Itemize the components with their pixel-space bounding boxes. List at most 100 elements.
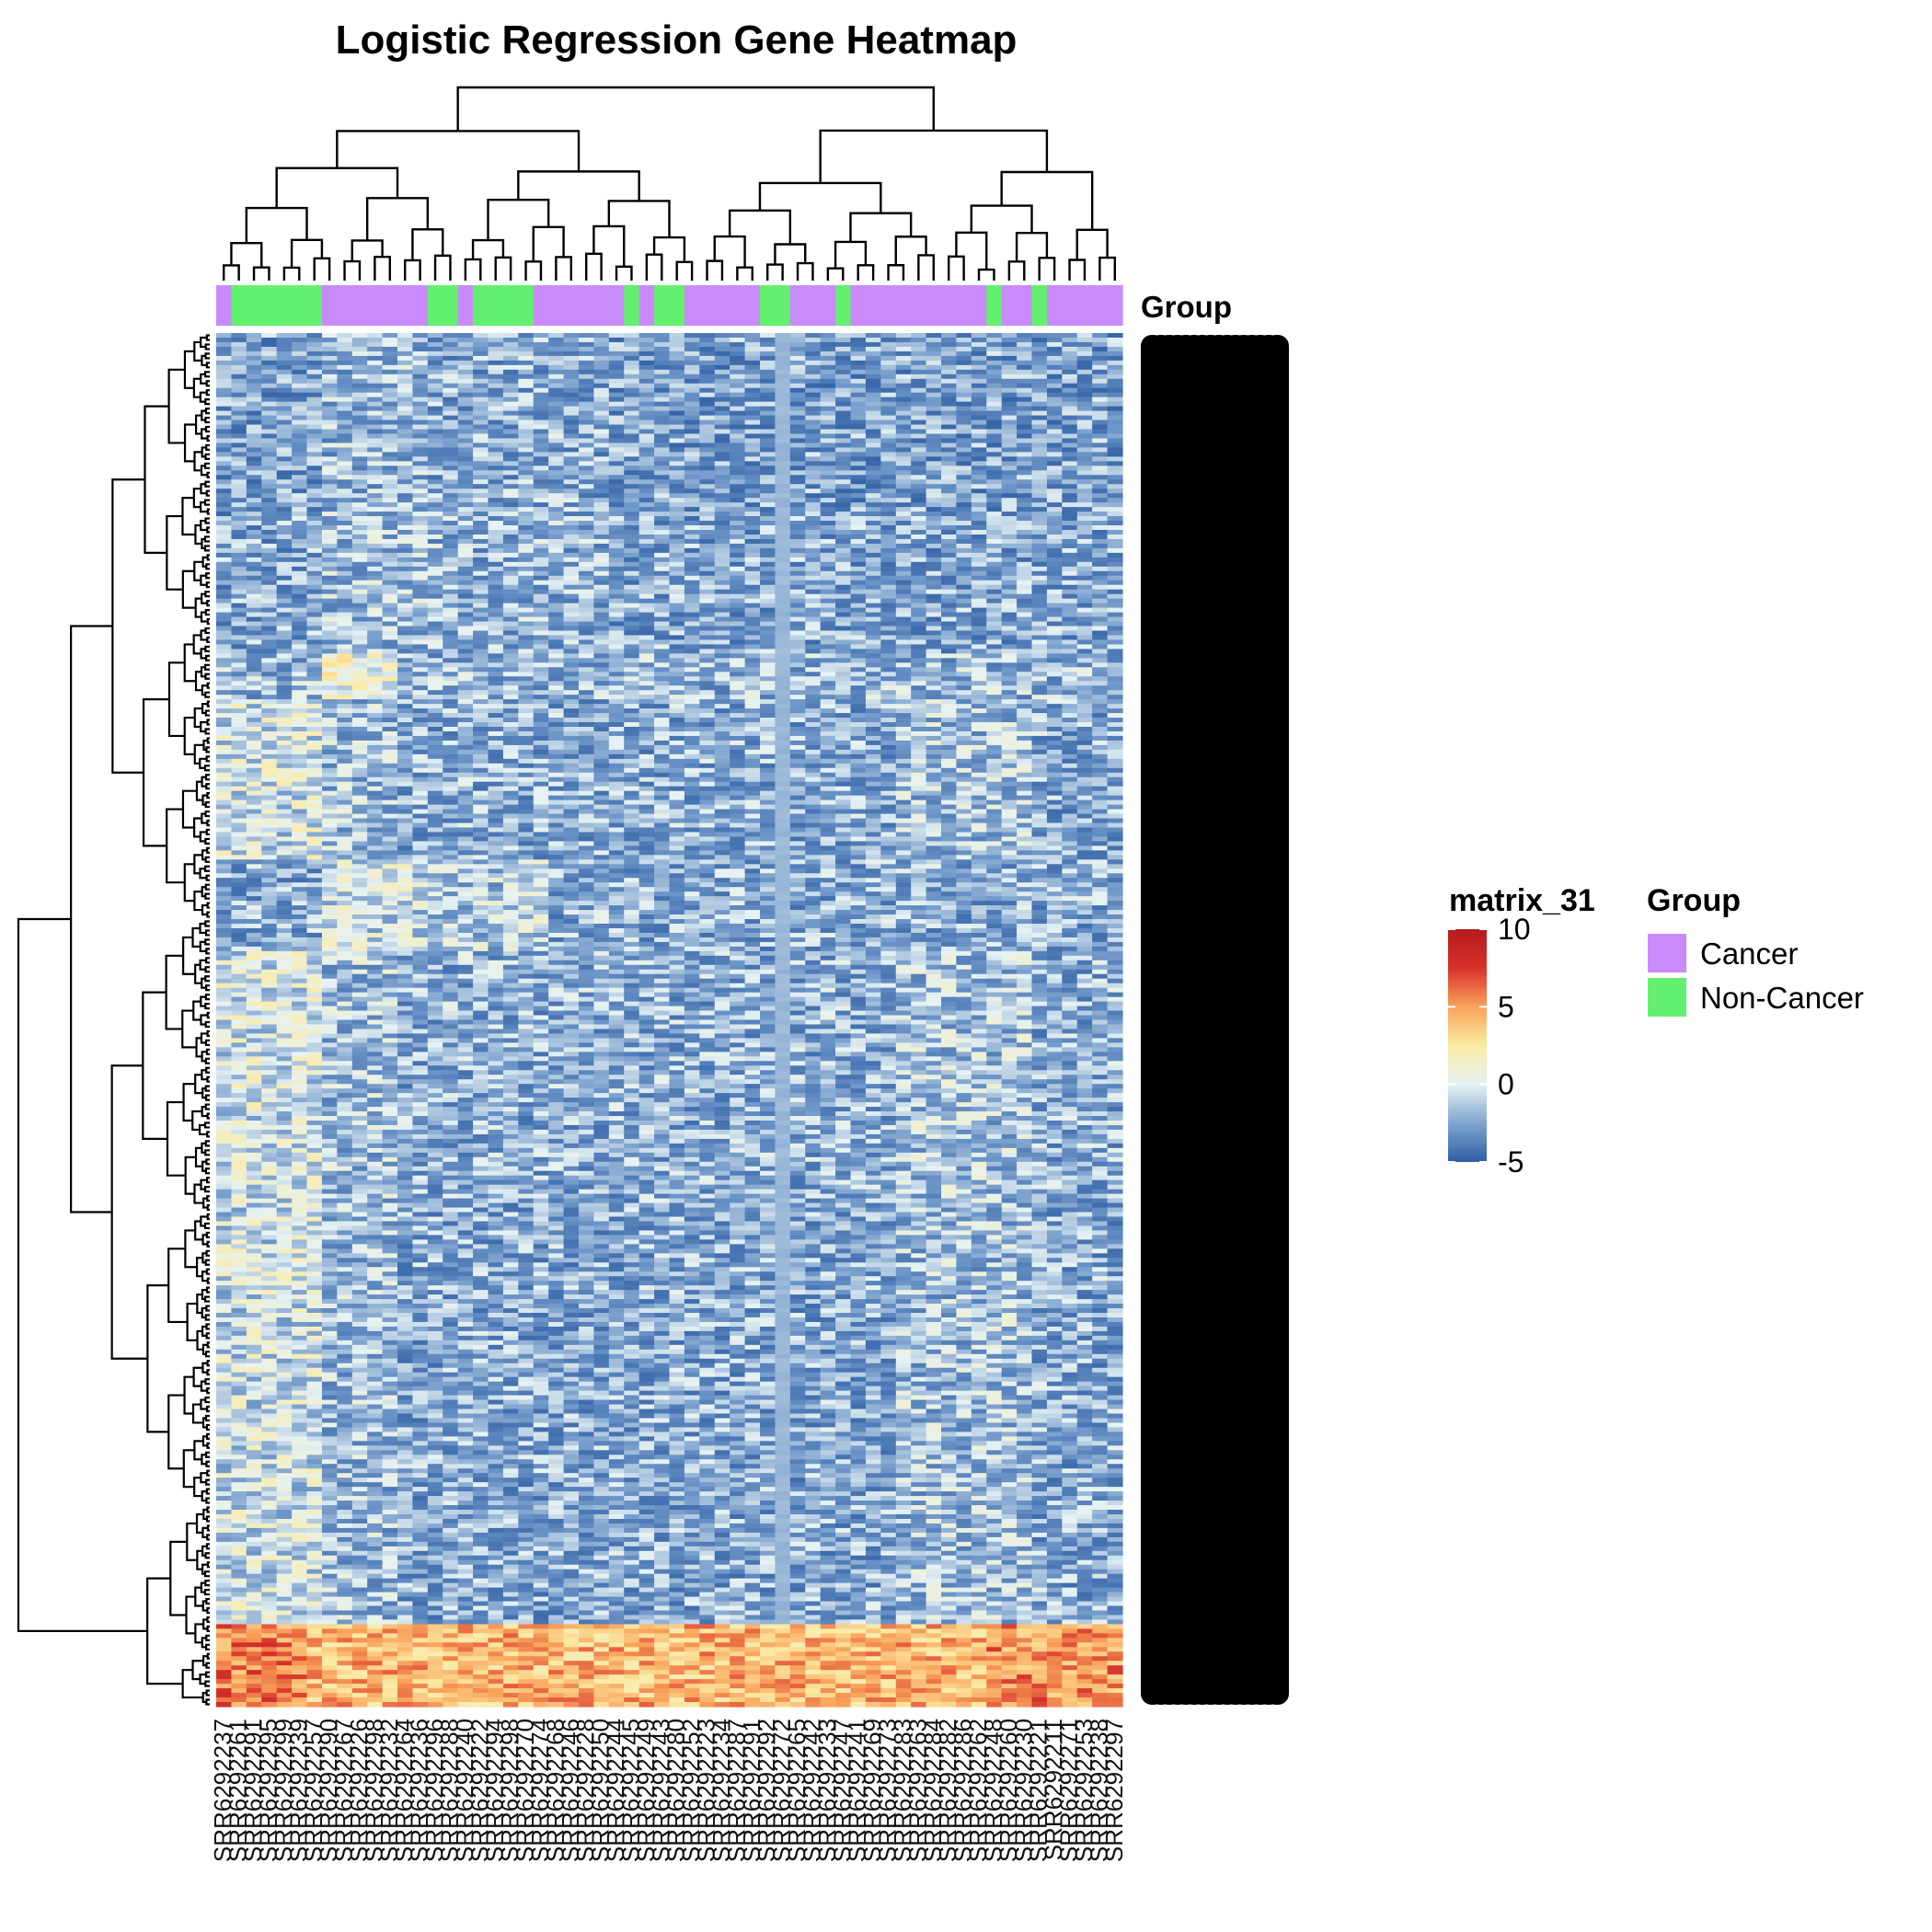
heatmap-cell xyxy=(351,470,368,476)
heatmap-cell xyxy=(895,351,912,357)
heatmap-cell xyxy=(488,630,504,637)
heatmap-cell xyxy=(956,672,972,677)
heatmap-cell xyxy=(579,676,595,682)
heatmap-cell xyxy=(654,557,671,563)
dendrogram-branch xyxy=(194,523,202,546)
heatmap-cell xyxy=(276,433,293,440)
heatmap-cell xyxy=(563,644,580,650)
heatmap-cell xyxy=(351,584,368,591)
heatmap-cell xyxy=(699,534,716,540)
heatmap-cell xyxy=(518,598,535,604)
heatmap-cell xyxy=(638,374,655,380)
heatmap-cell xyxy=(231,346,247,352)
dendrogram-branch xyxy=(193,560,203,581)
heatmap-cell xyxy=(926,635,942,641)
heatmap-cell xyxy=(684,443,700,449)
dendrogram-branch xyxy=(206,471,210,478)
heatmap-cell xyxy=(760,397,776,403)
heatmap-cell xyxy=(246,547,262,554)
heatmap-cell xyxy=(563,360,580,366)
heatmap-cell xyxy=(1076,639,1093,646)
heatmap-cell xyxy=(775,570,791,577)
heatmap-cell xyxy=(850,516,867,522)
heatmap-cell xyxy=(1046,598,1063,604)
heatmap-cell xyxy=(321,397,338,403)
heatmap-cell xyxy=(216,635,233,641)
heatmap-cell xyxy=(382,383,398,389)
heatmap-cell xyxy=(579,479,595,485)
heatmap-cell xyxy=(502,667,519,673)
heatmap-cell xyxy=(548,456,565,462)
heatmap-cell xyxy=(1031,516,1048,522)
heatmap-cell xyxy=(730,333,746,339)
heatmap-cell xyxy=(473,406,489,412)
heatmap-cell xyxy=(1046,493,1063,499)
heatmap-cell xyxy=(926,607,942,614)
heatmap-cell xyxy=(1092,420,1109,426)
heatmap-cell xyxy=(443,525,459,531)
heatmap-cell xyxy=(624,649,640,654)
heatmap-cell xyxy=(1001,502,1018,508)
dendrogram-branch xyxy=(204,774,210,781)
heatmap-cell xyxy=(276,502,293,508)
heatmap-cell xyxy=(805,534,822,540)
heatmap-cell xyxy=(443,374,459,380)
heatmap-cell xyxy=(654,369,671,375)
heatmap-cell xyxy=(261,438,278,444)
heatmap-cell xyxy=(895,397,912,403)
heatmap-cell xyxy=(699,470,716,476)
heatmap-cell xyxy=(835,420,852,426)
heatmap-cell xyxy=(1076,534,1093,540)
heatmap-cell xyxy=(850,584,867,591)
heatmap-cell xyxy=(246,649,262,654)
heatmap-cell xyxy=(246,635,262,641)
heatmap-cell xyxy=(427,644,443,650)
heatmap-cell xyxy=(608,479,625,485)
heatmap-cell xyxy=(518,493,535,499)
heatmap-cell xyxy=(1107,616,1123,623)
heatmap-cell xyxy=(1076,498,1093,503)
heatmap-cell xyxy=(608,493,625,499)
dendrogram-branch xyxy=(200,1380,208,1392)
heatmap-cell xyxy=(502,484,519,489)
heatmap-cell xyxy=(276,543,293,549)
heatmap-cell xyxy=(563,662,580,668)
heatmap-cell xyxy=(276,589,293,595)
heatmap-cell xyxy=(276,397,293,403)
heatmap-cell xyxy=(835,589,852,595)
heatmap-cell xyxy=(321,603,338,609)
heatmap-cell xyxy=(488,383,504,389)
heatmap-cell xyxy=(654,575,671,581)
heatmap-cell xyxy=(382,543,398,549)
heatmap-cell xyxy=(292,355,308,362)
heatmap-cell xyxy=(502,489,519,494)
heatmap-cell xyxy=(292,667,308,673)
heatmap-cell xyxy=(911,584,927,591)
heatmap-cell xyxy=(276,346,293,352)
heatmap-cell xyxy=(1046,410,1063,417)
heatmap-cell xyxy=(593,598,610,604)
heatmap-cell xyxy=(533,516,549,522)
dendrogram-branch xyxy=(192,1366,203,1387)
dendrogram-branch xyxy=(204,1680,210,1687)
heatmap-cell xyxy=(231,489,247,494)
dendrogram-branch xyxy=(205,948,210,955)
heatmap-cell xyxy=(1076,333,1093,339)
heatmap-cell xyxy=(1017,534,1033,540)
heatmap-cell xyxy=(760,383,776,389)
heatmap-cell xyxy=(533,649,549,654)
heatmap-cell xyxy=(760,630,776,637)
heatmap-cell xyxy=(880,653,897,659)
heatmap-cell xyxy=(579,420,595,426)
heatmap-cell xyxy=(820,498,836,503)
heatmap-cell xyxy=(382,616,398,623)
heatmap-cell xyxy=(1062,378,1078,385)
heatmap-cell xyxy=(1031,443,1048,449)
heatmap-cell xyxy=(443,502,459,508)
heatmap-cell xyxy=(292,443,308,449)
heatmap-cell xyxy=(638,649,655,654)
heatmap-cell xyxy=(820,630,836,637)
heatmap-cell xyxy=(1062,561,1078,568)
heatmap-cell xyxy=(608,383,625,389)
heatmap-cell xyxy=(488,378,504,385)
